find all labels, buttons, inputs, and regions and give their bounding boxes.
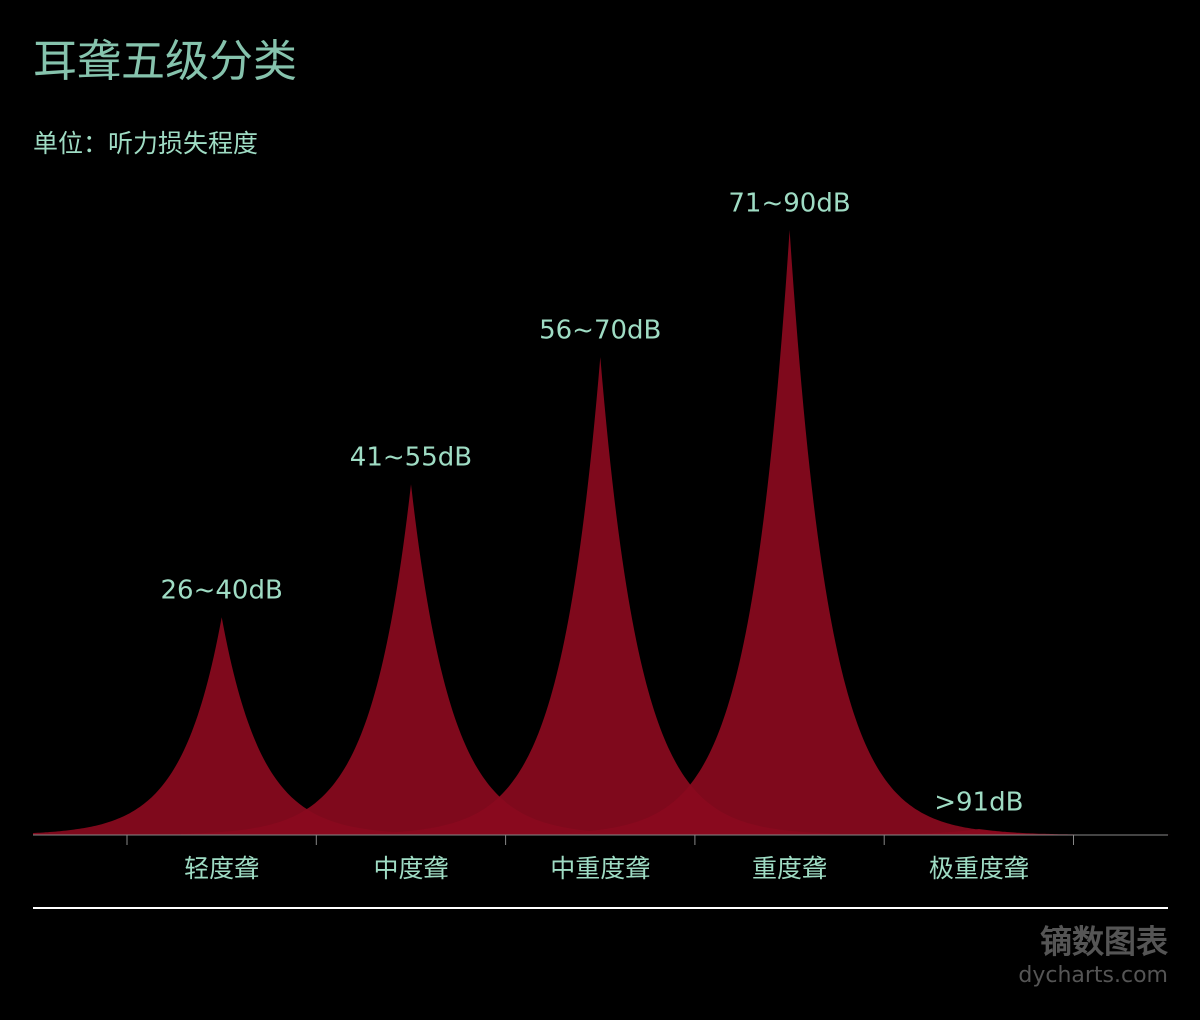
peak [748, 829, 1200, 835]
x-tick-label: 极重度聋 [929, 854, 1029, 883]
peak-label: 26~40dB [161, 576, 283, 606]
peak-label: 41~55dB [350, 443, 472, 473]
x-tick-label: 中重度聋 [550, 854, 650, 883]
peak-label: >91dB [934, 787, 1023, 817]
chart-subtitle: 单位：听力损失程度 [33, 129, 258, 158]
peak [559, 230, 1020, 835]
x-tick-label: 中度聋 [373, 854, 448, 883]
watermark-name: 镝数图表 [1040, 923, 1168, 961]
x-tick-label: 重度聋 [752, 854, 827, 883]
peak [370, 357, 831, 835]
watermark-site: dycharts.com [1018, 963, 1168, 988]
peak [180, 484, 641, 835]
peak-label: 56~70dB [539, 316, 661, 346]
peak-label: 71~90dB [728, 189, 850, 219]
chart-title: 耳聋五级分类 [33, 36, 297, 87]
peak [33, 617, 452, 835]
x-tick-label: 轻度聋 [184, 854, 259, 883]
